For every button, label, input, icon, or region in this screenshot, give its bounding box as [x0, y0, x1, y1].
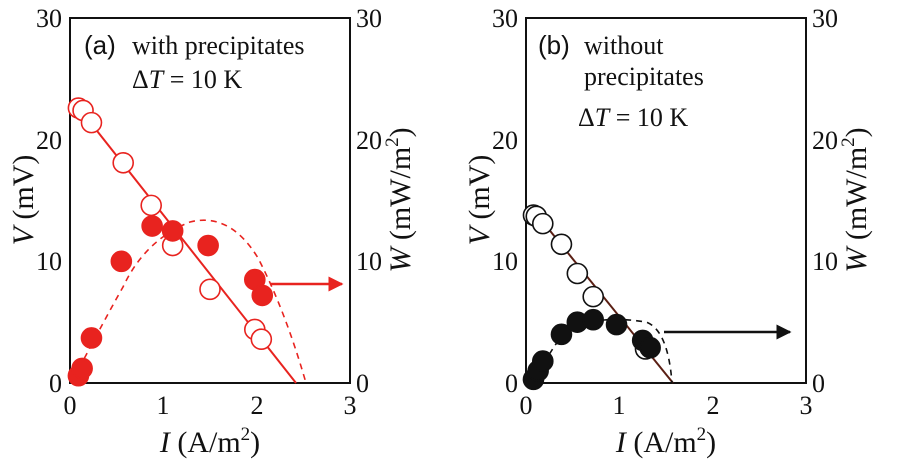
- annotation-line-2: ΔT = 10 K: [132, 65, 242, 94]
- y-right-tick: 10: [812, 247, 838, 276]
- w-data-point: [80, 327, 103, 349]
- v-data-point: [80, 111, 103, 134]
- w-data-point: [71, 357, 93, 380]
- y-right-axis-label: W (mW/m2): [838, 127, 873, 272]
- y-left-tick-labels: 30 20 10 0: [492, 4, 518, 398]
- y-right-tick: 0: [356, 369, 369, 398]
- y-right-tick: 20: [812, 126, 838, 155]
- x-tick-labels: 0 1 2 3: [520, 391, 813, 420]
- x-axis-label: I (A/m2): [615, 424, 716, 459]
- y-left-tick: 0: [505, 369, 518, 398]
- w-data-point: [141, 215, 163, 237]
- y-left-tick: 10: [492, 247, 518, 276]
- y-right-axis-label: W (mW/m2): [382, 127, 417, 272]
- w-data-point: [110, 250, 133, 273]
- x-tick: 2: [251, 391, 264, 420]
- w-data-point: [161, 220, 184, 242]
- y-left-tick: 30: [36, 4, 62, 33]
- annotation-line-2: precipitates: [584, 62, 704, 91]
- y-right-tick: 0: [812, 369, 825, 398]
- panel-a: 30 20 10 0 30 20 10 0 0 1 2 3 I (A/m2) V…: [7, 4, 417, 459]
- w-data-point: [550, 323, 573, 346]
- y-left-tick: 0: [49, 369, 62, 398]
- annotation-line-3: ΔT = 10 K: [578, 103, 688, 132]
- y-left-axis-label: V (mV): [7, 155, 40, 246]
- w-data-point: [197, 234, 219, 257]
- y-left-axis-label: V (mV): [463, 155, 496, 246]
- v-data-point: [531, 212, 554, 235]
- v-data-point: [112, 151, 134, 174]
- x-tick: 3: [344, 391, 357, 420]
- v-data-point: [582, 285, 605, 308]
- w-fit-curve: [529, 318, 673, 384]
- y-right-tick: 20: [356, 126, 382, 155]
- annotation-line-1: with precipitates: [132, 31, 305, 60]
- x-tick: 1: [613, 391, 626, 420]
- v-data-point: [566, 262, 589, 285]
- v-data-point: [550, 233, 573, 256]
- y-right-tick-labels: 30 20 10 0: [356, 4, 382, 398]
- panel-label: (a): [84, 30, 116, 60]
- y-right-tick-labels: 30 20 10 0: [812, 4, 838, 398]
- plot-frame: [525, 17, 807, 384]
- v-data-point: [250, 328, 273, 351]
- x-tick: 3: [800, 391, 813, 420]
- y-right-tick: 10: [356, 247, 382, 276]
- panel-b: 30 20 10 0 30 20 10 0 0 1 2 3 I (A/m2) V…: [463, 4, 873, 459]
- y-left-tick: 30: [492, 4, 518, 33]
- y-left-tick: 10: [36, 247, 62, 276]
- w-data-points: [67, 215, 274, 387]
- v-data-point: [199, 278, 221, 301]
- y-right-tick: 30: [356, 4, 382, 33]
- y-left-tick: 20: [36, 126, 62, 155]
- w-data-point: [582, 308, 605, 331]
- x-tick-labels: 0 1 2 3: [64, 391, 357, 420]
- w-data-point: [639, 336, 661, 359]
- w-data-point: [605, 313, 628, 336]
- x-tick: 1: [157, 391, 170, 420]
- y-right-tick: 30: [812, 4, 838, 33]
- v-data-point: [140, 194, 162, 217]
- x-axis-label: I (A/m2): [159, 424, 260, 459]
- w-data-point: [531, 350, 554, 372]
- y-left-tick: 20: [492, 126, 518, 155]
- x-tick: 0: [64, 391, 77, 420]
- w-fit-curve: [73, 219, 307, 384]
- x-tick: 2: [707, 391, 720, 420]
- y-left-tick-labels: 30 20 10 0: [36, 4, 62, 398]
- v-data-points: [67, 97, 273, 351]
- x-tick: 0: [520, 391, 533, 420]
- w-data-points: [522, 308, 661, 391]
- annotation-line-1: without: [584, 31, 664, 60]
- w-data-point: [251, 284, 274, 307]
- panel-label: (b): [538, 30, 570, 60]
- plot-frame: [69, 17, 351, 384]
